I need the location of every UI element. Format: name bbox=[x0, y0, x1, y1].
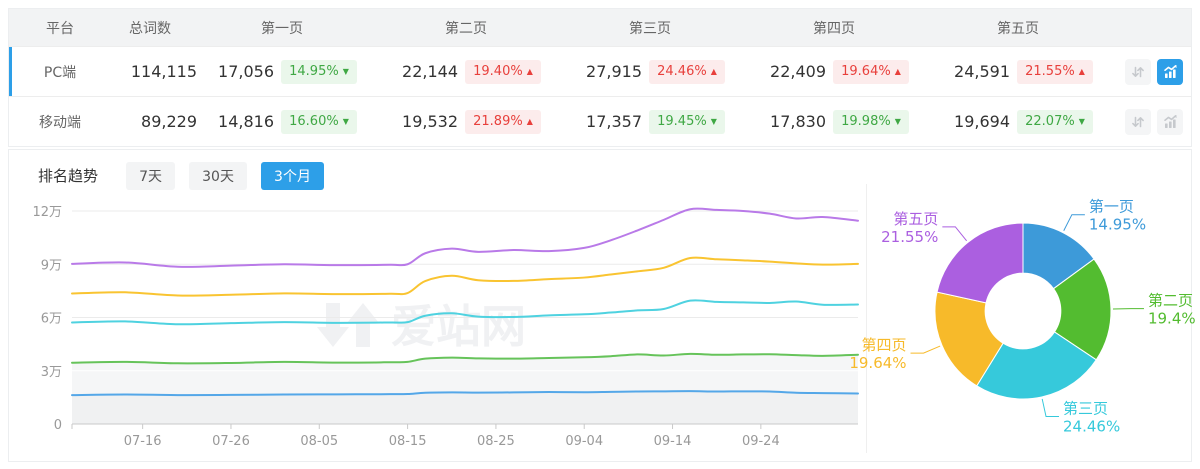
trend-arrow-icon bbox=[1079, 67, 1085, 76]
header-platform: 平台 bbox=[46, 20, 74, 37]
svg-text:14.95%: 14.95% bbox=[1089, 216, 1146, 234]
trend-header: 排名趋势 7天 30天 3个月 bbox=[9, 150, 1191, 190]
svg-text:21.55%: 21.55% bbox=[881, 228, 938, 246]
svg-text:第二页: 第二页 bbox=[1148, 292, 1193, 310]
page4-count: 17,830 bbox=[770, 112, 826, 131]
svg-text:24.46%: 24.46% bbox=[1063, 418, 1120, 436]
trend-chart-icon[interactable] bbox=[1157, 108, 1183, 135]
header-total-words: 总词数 bbox=[129, 20, 171, 37]
header-page1: 第一页 bbox=[261, 20, 303, 37]
trend-arrow-icon bbox=[711, 67, 717, 76]
header-page2: 第二页 bbox=[445, 20, 487, 37]
svg-text:0: 0 bbox=[54, 418, 62, 433]
svg-text:19.64%: 19.64% bbox=[849, 354, 906, 372]
page4-count: 22,409 bbox=[770, 62, 826, 81]
platform-label: 移动端 bbox=[39, 114, 81, 131]
page5-change-badge: 21.55% bbox=[1017, 59, 1093, 84]
trend-arrow-icon bbox=[1079, 117, 1085, 126]
svg-text:09-14: 09-14 bbox=[654, 434, 692, 449]
table-header: 平台 总词数 第一页 第二页 第三页 第四页 第五页 bbox=[9, 9, 1191, 46]
svg-text:09-24: 09-24 bbox=[742, 434, 780, 449]
svg-text:09-04: 09-04 bbox=[565, 434, 603, 449]
trend-arrow-icon bbox=[343, 67, 349, 76]
trend-arrow-icon bbox=[527, 117, 533, 126]
trend-arrow-icon bbox=[343, 117, 349, 126]
svg-text:第三页: 第三页 bbox=[1063, 400, 1108, 418]
platform-label: PC端 bbox=[43, 64, 77, 81]
page5-change-badge: 22.07% bbox=[1017, 109, 1093, 134]
svg-text:6万: 6万 bbox=[41, 312, 62, 327]
svg-text:19.4%: 19.4% bbox=[1148, 310, 1196, 328]
page4-change-badge: 19.98% bbox=[833, 109, 909, 134]
tab-7days[interactable]: 7天 bbox=[126, 162, 176, 190]
total-words-value: 89,229 bbox=[141, 112, 197, 131]
watermark: 爱站网 bbox=[317, 300, 526, 353]
ranking-trend-panel: 排名趋势 7天 30天 3个月 爱站网 07-16 07-26 08-05 08-15… bbox=[8, 149, 1196, 462]
svg-text:07-16: 07-16 bbox=[124, 434, 162, 449]
trend-arrow-icon bbox=[527, 67, 533, 76]
page2-change-badge: 21.89% bbox=[465, 109, 541, 134]
page3-change-badge: 19.45% bbox=[649, 109, 725, 134]
page5-count: 19,694 bbox=[954, 112, 1010, 131]
page1-count: 14,816 bbox=[218, 112, 274, 131]
page3-change-badge: 24.46% bbox=[649, 59, 725, 84]
svg-text:第一页: 第一页 bbox=[1089, 198, 1134, 216]
table-row-pc[interactable]: PC端 114,115 17,056 14.95% 22,144 19.40% … bbox=[9, 46, 1191, 96]
page3-count: 27,915 bbox=[586, 62, 642, 81]
svg-text:08-25: 08-25 bbox=[477, 434, 515, 449]
page3-count: 17,357 bbox=[586, 112, 642, 131]
trend-arrow-icon bbox=[711, 117, 717, 126]
page2-count: 22,144 bbox=[402, 62, 458, 81]
svg-text:08-05: 08-05 bbox=[300, 434, 338, 449]
trend-arrow-icon bbox=[895, 67, 901, 76]
tab-3months[interactable]: 3个月 bbox=[261, 162, 324, 190]
svg-text:爱站网: 爱站网 bbox=[391, 300, 526, 353]
trend-arrow-icon bbox=[895, 117, 901, 126]
page4-change-badge: 19.64% bbox=[833, 59, 909, 84]
svg-text:3万: 3万 bbox=[41, 365, 62, 380]
page5-count: 24,591 bbox=[954, 62, 1010, 81]
keyword-rank-table: 平台 总词数 第一页 第二页 第三页 第四页 第五页 PC端 114,115 1… bbox=[8, 8, 1192, 147]
sort-updown-icon[interactable] bbox=[1125, 58, 1151, 85]
svg-text:第四页: 第四页 bbox=[862, 336, 907, 354]
total-words-value: 114,115 bbox=[130, 62, 197, 81]
page1-count: 17,056 bbox=[218, 62, 274, 81]
header-page4: 第四页 bbox=[813, 20, 855, 37]
trend-title: 排名趋势 bbox=[38, 167, 99, 185]
trend-line-chart: 爱站网 07-16 07-26 08-05 08-15 08-25 09-04 09-14 0… bbox=[32, 205, 859, 449]
svg-text:12万: 12万 bbox=[32, 205, 62, 220]
page2-change-badge: 19.40% bbox=[465, 59, 541, 84]
header-page3: 第三页 bbox=[629, 20, 671, 37]
panel-divider bbox=[866, 184, 867, 453]
page1-change-badge: 16.60% bbox=[281, 109, 357, 134]
svg-text:第五页: 第五页 bbox=[893, 210, 938, 228]
trend-chart-icon[interactable] bbox=[1157, 58, 1183, 85]
svg-text:9万: 9万 bbox=[41, 258, 62, 273]
svg-text:07-26: 07-26 bbox=[212, 434, 250, 449]
page1-change-badge: 14.95% bbox=[281, 59, 357, 84]
header-page5: 第五页 bbox=[997, 20, 1039, 37]
sort-updown-icon[interactable] bbox=[1125, 108, 1151, 135]
page2-count: 19,532 bbox=[402, 112, 458, 131]
table-row-mobile[interactable]: 移动端 89,229 14,816 16.60% 19,532 21.89% 1… bbox=[9, 96, 1191, 146]
svg-text:08-15: 08-15 bbox=[389, 434, 427, 449]
tab-30days[interactable]: 30天 bbox=[189, 162, 247, 190]
